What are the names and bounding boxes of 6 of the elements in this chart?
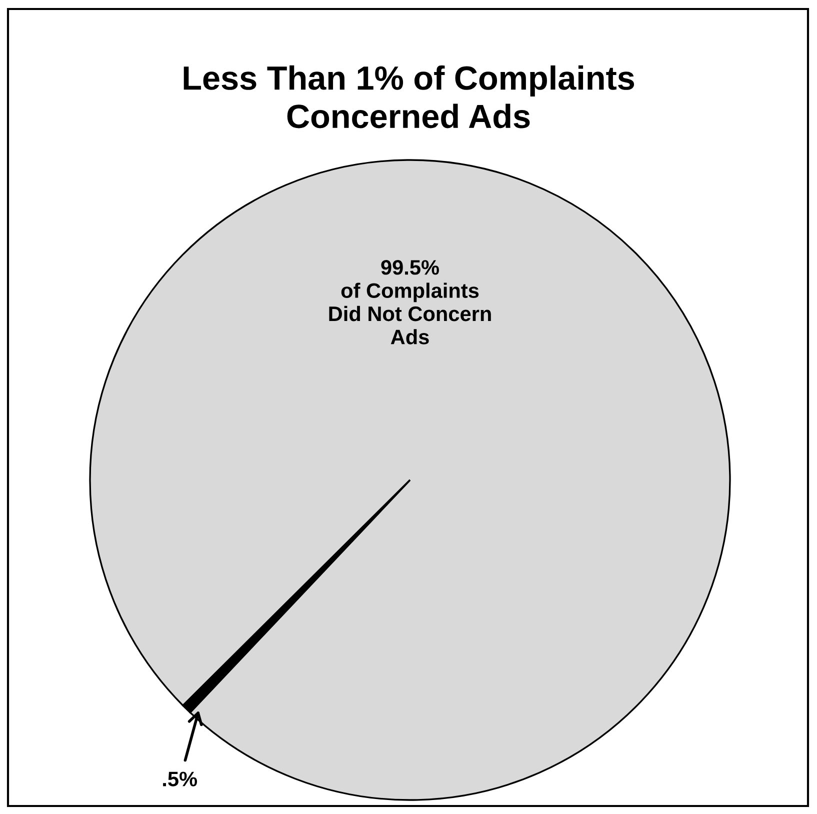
slice-label: of Complaints Did Not Concern Ads xyxy=(329,282,491,344)
pie-slice xyxy=(182,479,411,714)
data-label: 99.5% xyxy=(381,260,439,275)
chart-title: Less Than 1% of Complaints Concerned Ads xyxy=(184,65,634,128)
pie-slice xyxy=(89,159,731,801)
data-label: .5% xyxy=(163,772,197,786)
